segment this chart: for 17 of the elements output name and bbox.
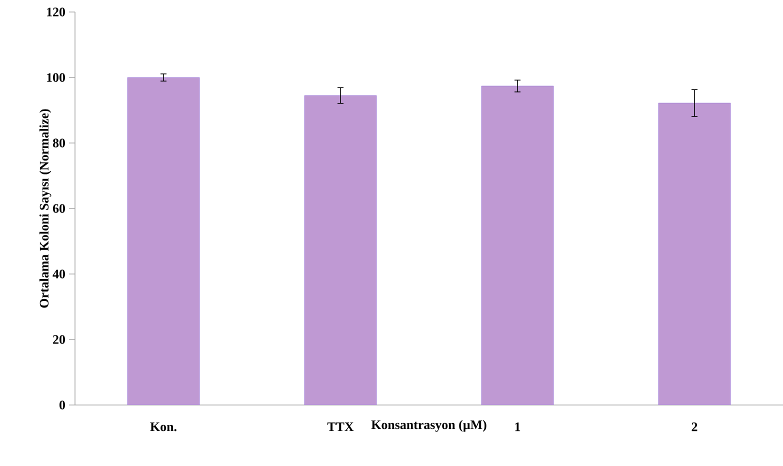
y-tick-label: 40	[52, 270, 65, 278]
x-tick-label: TTX	[327, 422, 354, 431]
y-tick-label: 20	[53, 335, 65, 344]
bar	[658, 102, 731, 405]
x-tick-label: 1	[515, 422, 520, 432]
y-tick-label: 100	[47, 73, 65, 82]
y-tick-label: 80	[52, 138, 65, 148]
bar	[304, 95, 377, 405]
x-axis-title: Konsantrasyon (µM)	[371, 420, 486, 432]
x-tick-label: Kon.	[150, 422, 176, 432]
y-tick-label: 60	[52, 204, 65, 213]
x-tick-label: 2	[692, 422, 698, 432]
y-tick-label: 0	[60, 400, 65, 410]
bar	[127, 77, 200, 405]
bar	[481, 86, 554, 405]
y-axis-title: Ortalama Koloni Sayısı (Normalize)	[39, 109, 52, 308]
y-tick-label: 120	[47, 8, 65, 16]
